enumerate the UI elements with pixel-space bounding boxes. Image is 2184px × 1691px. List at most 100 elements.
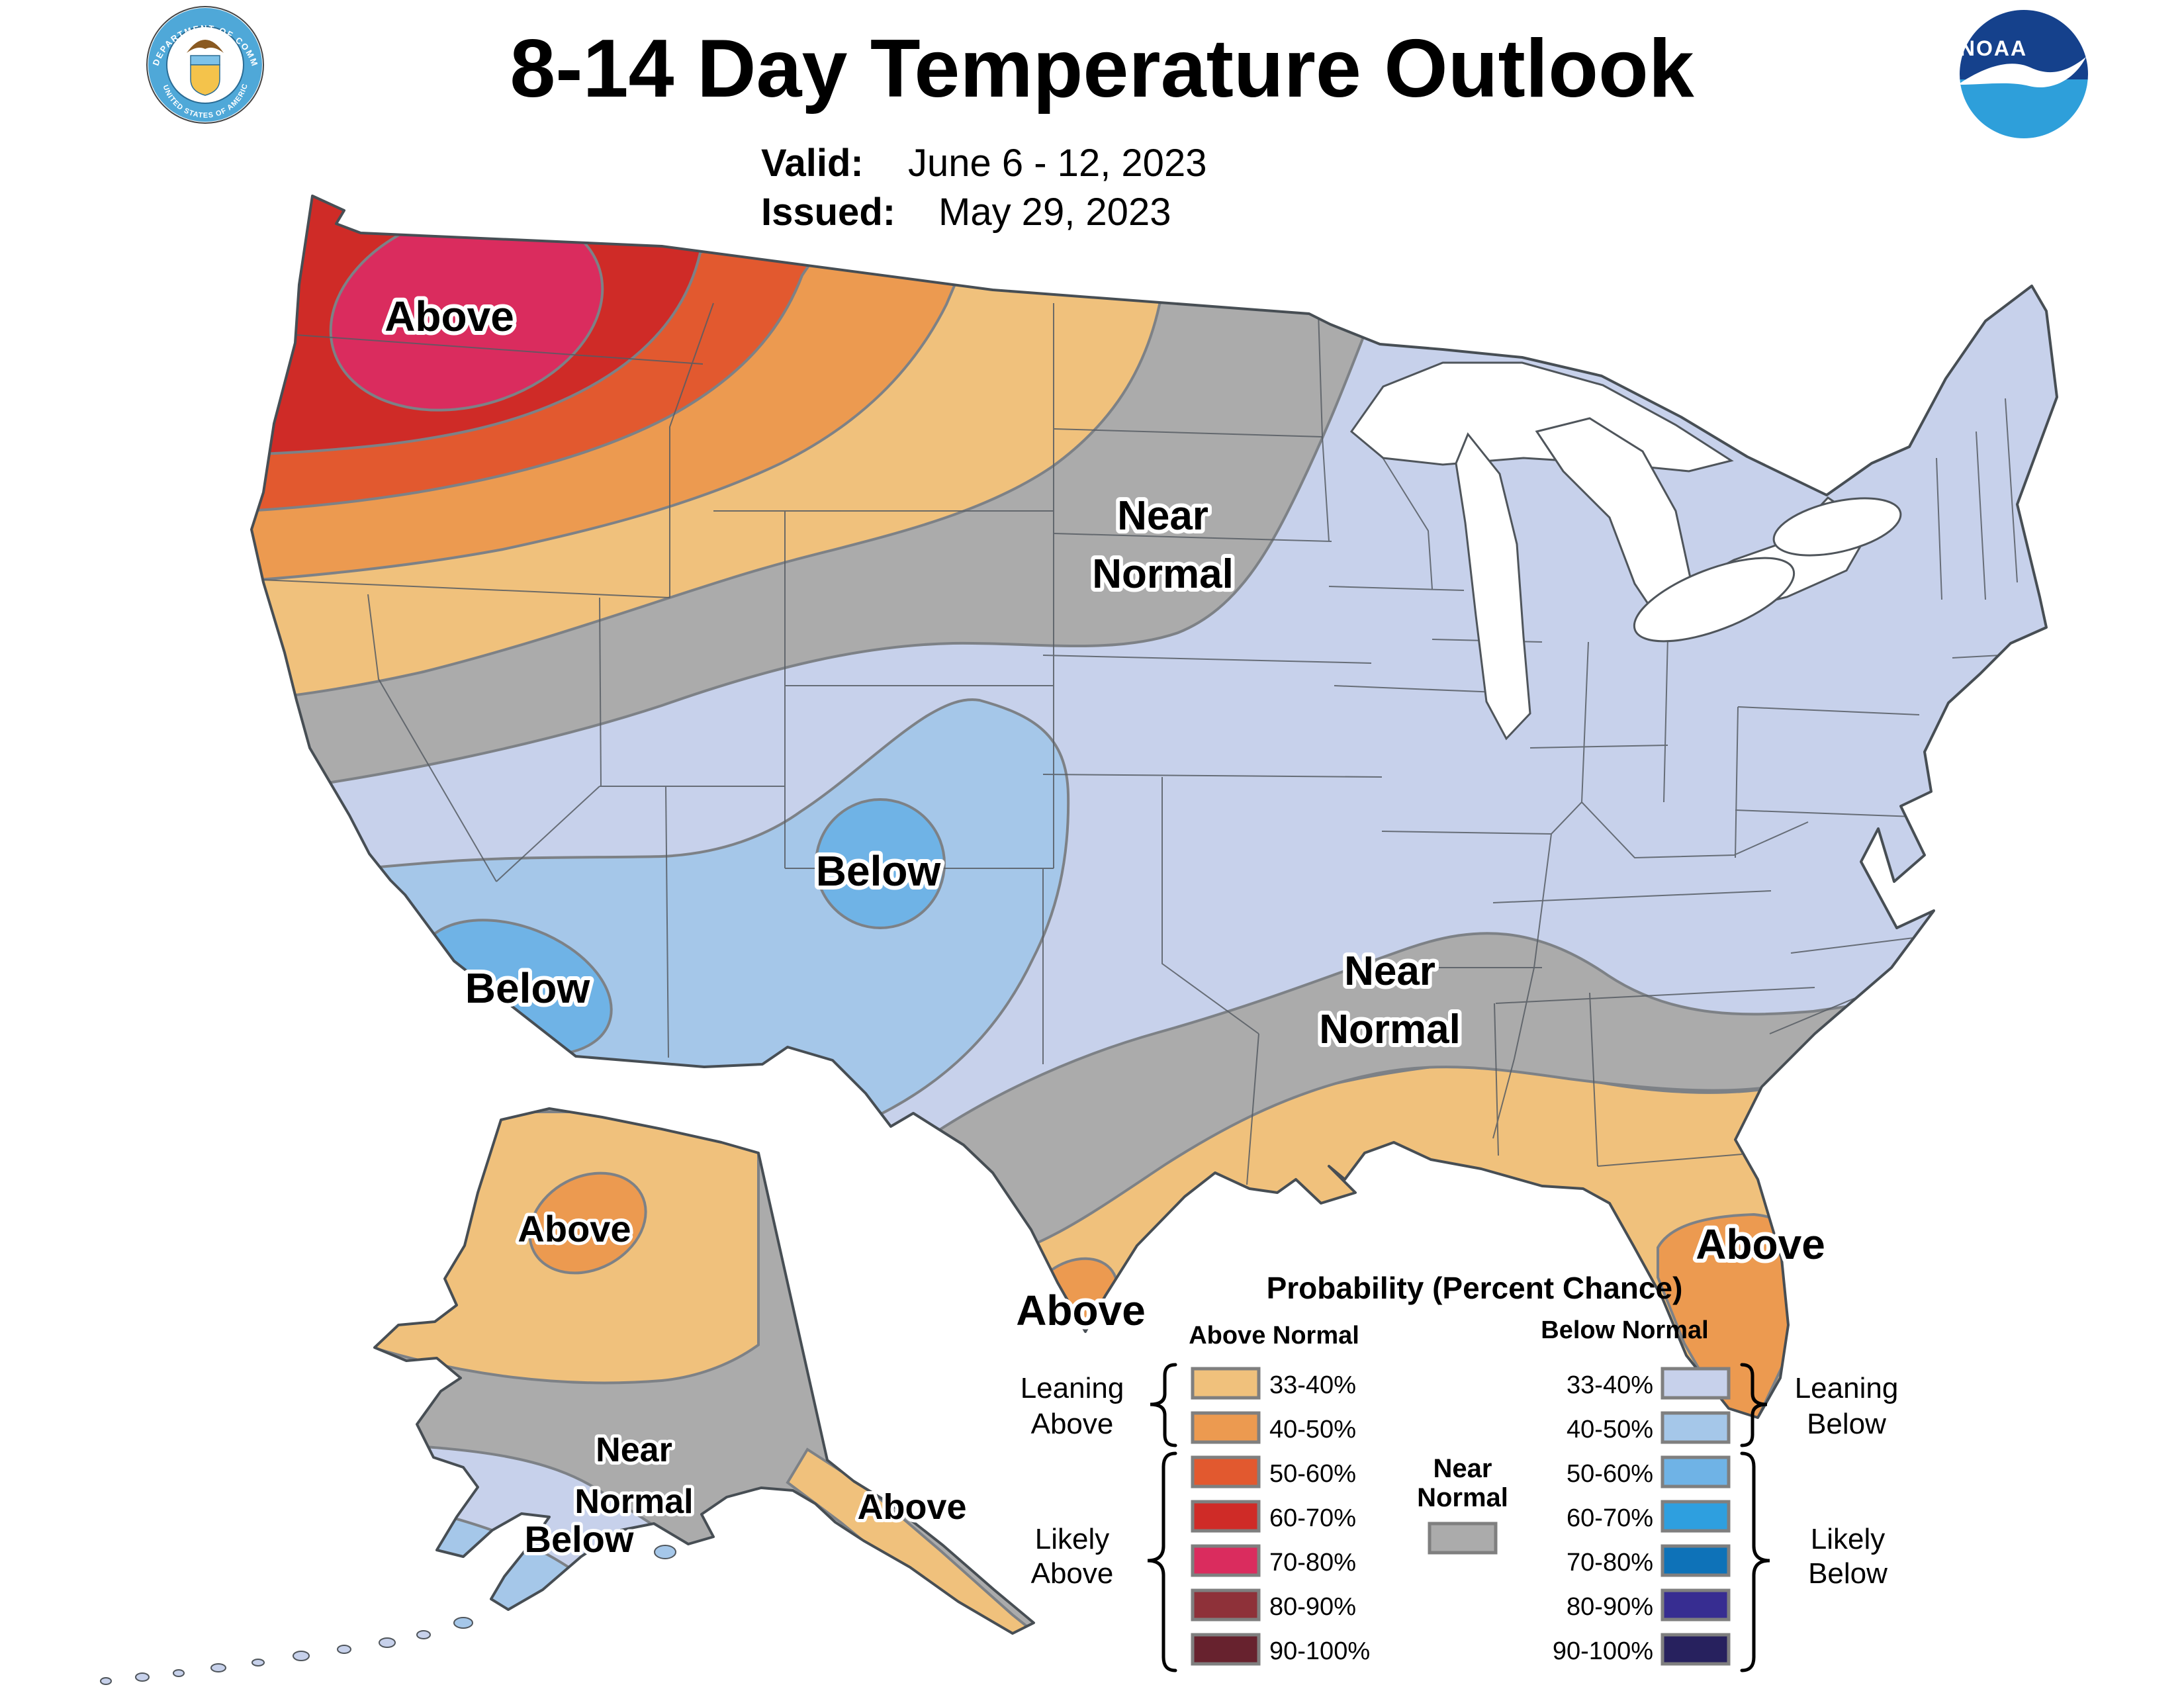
noaa-seagull-icon <box>1960 57 2086 88</box>
aleutian-island <box>135 1672 150 1682</box>
issued-value: May 29, 2023 <box>938 191 1171 234</box>
legend-swatch-above-60-70 <box>1191 1500 1261 1533</box>
region-below-50-60-colorado <box>815 798 946 929</box>
ak-panhandle-above <box>786 1447 1034 1633</box>
label-near-normal-alaska-line2: Normal <box>574 1483 693 1521</box>
lake-ontario <box>1772 497 1902 557</box>
legend-near-normal-line1: Near <box>1433 1454 1492 1483</box>
noaa-logo: NOAA <box>1960 10 2088 138</box>
legend-swatch-above-80-90 <box>1191 1588 1261 1622</box>
label-above-texas: Above <box>1016 1287 1146 1334</box>
legend-below-header: Below Normal <box>1541 1316 1708 1344</box>
legend-leaning-below-line2: Below <box>1807 1408 1886 1440</box>
legend-leaning-above-line2: Above <box>1031 1408 1114 1440</box>
aleutian-island <box>210 1663 226 1672</box>
aleutian-island <box>416 1630 431 1639</box>
commerce-seal-logo: DEPARTMENT OF COMMERCE UNITED STATES OF … <box>0 0 264 124</box>
label-near-normal-south-line2: Normal <box>1319 1007 1461 1052</box>
page-title: 8-14 Day Temperature Outlook <box>510 23 1694 114</box>
aleutian-island <box>337 1645 351 1654</box>
legend-swatch-below-70-80 <box>1661 1544 1731 1577</box>
legend-below-column: 33-40% 40-50% 50-60% 60-70% 70-80% 80-90… <box>1553 1367 1731 1666</box>
legend-likely-below-line1: Likely <box>1811 1523 1886 1555</box>
label-above-florida: Above <box>1696 1220 1825 1268</box>
lake-michigan <box>1455 432 1531 741</box>
label-below-colorado: Below <box>816 847 941 895</box>
legend-swatch-below-80-90 <box>1661 1588 1731 1622</box>
great-lakes <box>1349 361 1902 741</box>
legend-leaning-above-line1: Leaning <box>1021 1372 1124 1404</box>
legend-range-below-2: 50-60% <box>1567 1460 1653 1488</box>
legend-above-column: 33-40% 40-50% 50-60% 60-70% 70-80% 80-90… <box>1191 1367 1370 1666</box>
legend-swatch-above-70-80 <box>1191 1544 1261 1577</box>
legend-near-normal-line2: Normal <box>1417 1483 1508 1512</box>
legend-swatch-below-90-100 <box>1661 1633 1731 1666</box>
legend-range-above-4: 70-80% <box>1269 1549 1356 1577</box>
legend-range-below-6: 90-100% <box>1553 1637 1653 1665</box>
legend: Probability (Percent Chance) Above Norma… <box>1021 1271 1899 1672</box>
kodiak-island <box>654 1545 676 1559</box>
aleutian-islands <box>100 1545 676 1685</box>
legend-swatch-below-50-60 <box>1661 1455 1731 1488</box>
state-borders <box>261 302 2026 1185</box>
legend-range-below-1: 40-50% <box>1567 1416 1653 1443</box>
brace-leaning-above <box>1150 1363 1177 1447</box>
lake-erie <box>1633 557 1796 643</box>
legend-title: Probability (Percent Chance) <box>1267 1271 1683 1305</box>
issued-label: Issued: <box>761 191 895 234</box>
legend-swatch-above-33-40 <box>1191 1367 1261 1400</box>
legend-swatch-below-33-40 <box>1661 1367 1731 1400</box>
conus-outline <box>250 195 2058 1419</box>
aleutian-island <box>453 1617 473 1629</box>
brace-leaning-below <box>1740 1363 1768 1447</box>
label-near-normal-alaska-line1: Near <box>596 1431 672 1469</box>
label-above-alaska-southeast: Above <box>857 1487 966 1527</box>
aleutian-island <box>100 1677 112 1685</box>
legend-swatch-near-normal <box>1428 1522 1498 1555</box>
legend-likely-below-line2: Below <box>1808 1557 1888 1590</box>
aleutian-island <box>173 1669 185 1677</box>
legend-range-above-6: 90-100% <box>1269 1637 1370 1665</box>
label-below-alaska: Below <box>525 1518 634 1560</box>
legend-range-above-0: 33-40% <box>1269 1371 1356 1399</box>
brace-likely-above <box>1147 1451 1177 1672</box>
seal-shield-chief <box>190 55 220 66</box>
legend-range-below-5: 80-90% <box>1567 1593 1653 1621</box>
legend-likely-above-line2: Above <box>1031 1557 1114 1590</box>
seal-shield-base <box>190 64 220 96</box>
label-above-northwest: Above <box>385 293 514 340</box>
legend-range-above-3: 60-70% <box>1269 1504 1356 1532</box>
legend-likely-above-line1: Likely <box>1035 1523 1110 1555</box>
valid-value: June 6 - 12, 2023 <box>908 142 1206 185</box>
map-labels: Above Near Normal Below Below Near Norma… <box>381 289 1829 1563</box>
legend-swatch-above-50-60 <box>1191 1455 1261 1488</box>
legend-range-below-4: 70-80% <box>1567 1549 1653 1577</box>
legend-side-labels: Leaning Above Likely Above Leaning Below… <box>1021 1372 1899 1590</box>
ak-above-40-50 <box>528 1171 647 1275</box>
legend-range-below-3: 60-70% <box>1567 1504 1653 1532</box>
legend-swatch-above-40-50 <box>1191 1411 1261 1444</box>
valid-label: Valid: <box>761 142 864 185</box>
label-below-arizona: Below <box>465 964 590 1012</box>
label-near-normal-north-line2: Normal <box>1092 551 1234 597</box>
aleutian-island <box>293 1651 310 1661</box>
label-near-normal-south-line1: Near <box>1344 948 1435 994</box>
legend-above-header: Above Normal <box>1189 1322 1359 1349</box>
seal-eagle-icon <box>187 40 224 53</box>
legend-range-above-1: 40-50% <box>1269 1416 1356 1443</box>
legend-swatch-below-40-50 <box>1661 1411 1731 1444</box>
legend-swatch-above-90-100 <box>1191 1633 1261 1666</box>
alaska-outline <box>373 1107 1035 1635</box>
label-above-alaska: Above <box>518 1208 631 1250</box>
aleutian-island <box>379 1637 396 1648</box>
label-near-normal-north-line1: Near <box>1117 493 1208 539</box>
legend-swatch-below-60-70 <box>1661 1500 1731 1533</box>
legend-range-above-5: 80-90% <box>1269 1593 1356 1621</box>
legend-range-above-2: 50-60% <box>1269 1460 1356 1488</box>
aleutian-island <box>251 1659 265 1667</box>
lake-superior <box>1349 361 1734 473</box>
alaska-inset <box>100 1107 1035 1685</box>
legend-range-below-0: 33-40% <box>1567 1371 1653 1399</box>
noaa-logo-text: NOAA <box>1960 36 2027 60</box>
